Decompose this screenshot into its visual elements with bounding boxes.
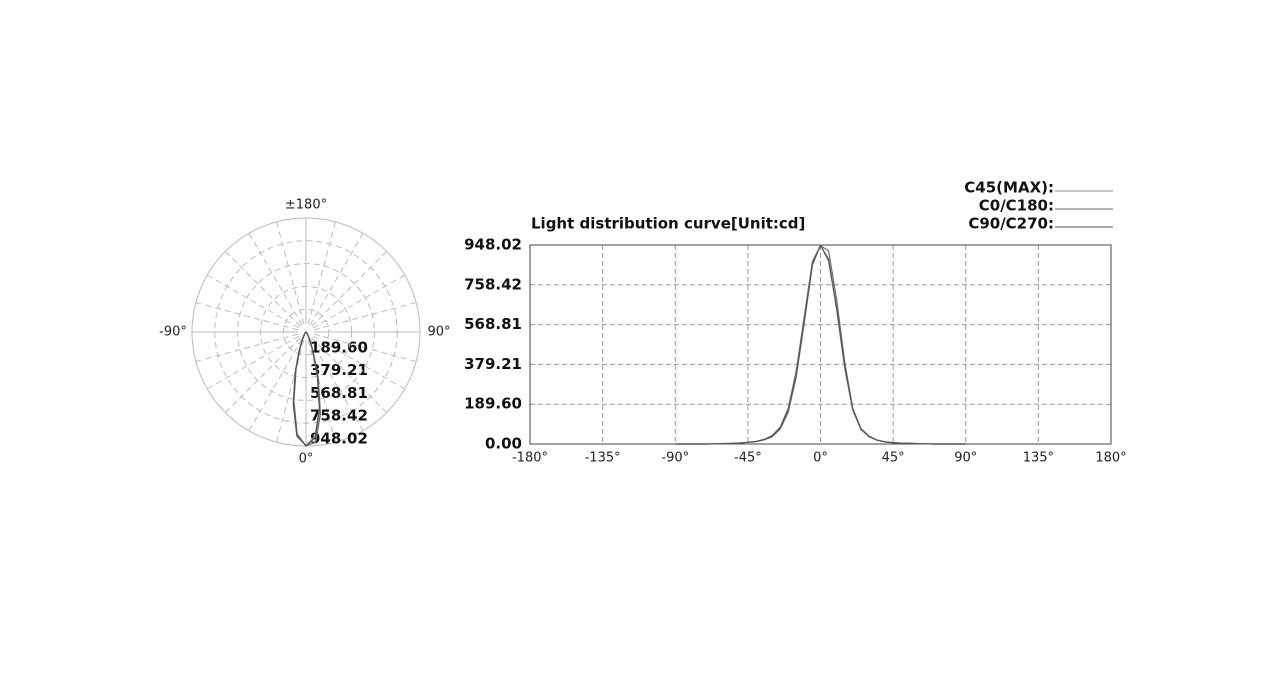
angle-tick-label: 90°: [427, 325, 450, 340]
polar-spoke: [195, 302, 299, 331]
y-tick-label: 0.00: [485, 435, 522, 453]
x-tick-label: 90°: [954, 451, 977, 466]
x-tick-label: -45°: [734, 451, 762, 466]
polar-ring: [214, 240, 398, 424]
polar-spoke: [309, 338, 364, 431]
polar-spoke: [311, 251, 387, 327]
r-tick-label: 758.42: [310, 407, 368, 425]
x-tick-label: -135°: [585, 451, 621, 466]
x-tick-label: 180°: [1095, 451, 1126, 466]
polar-spoke: [207, 335, 300, 390]
r-tick-label: 568.81: [310, 384, 368, 402]
line-series: [675, 244, 966, 445]
legend-label: C90/C270:: [968, 215, 1054, 233]
polar-spoke: [307, 221, 336, 325]
polar-spoke: [276, 221, 305, 325]
polar-spoke: [313, 333, 417, 362]
polar-spoke: [207, 274, 300, 329]
polar-spoke: [307, 339, 336, 443]
y-tick-label: 189.60: [464, 395, 522, 413]
polar-ring: [282, 308, 330, 356]
x-tick-label: 135°: [1023, 451, 1054, 466]
angle-tick-label: -90°: [159, 325, 187, 340]
r-tick-label: 379.21: [310, 361, 368, 379]
chart-title: Light distribution curve[Unit:cd]: [531, 215, 805, 233]
polar-spoke: [311, 337, 387, 413]
polar-spoke: [225, 337, 301, 413]
y-tick-label: 568.81: [464, 315, 522, 333]
polar-ring: [259, 285, 353, 379]
polar-spoke: [276, 339, 305, 443]
r-tick-label: 948.02: [310, 430, 368, 448]
polar-spoke: [248, 338, 303, 431]
x-tick-label: 0°: [813, 451, 828, 466]
polar-curve: [293, 331, 321, 447]
polar-spoke: [313, 302, 417, 331]
polar-spoke: [312, 335, 405, 390]
r-tick-label: 189.60: [310, 338, 368, 356]
polar-spoke: [248, 233, 303, 326]
legend-label: C0/C180:: [979, 197, 1054, 215]
y-tick-label: 948.02: [464, 236, 522, 254]
y-tick-label: 379.21: [464, 355, 522, 373]
legend-label: C45(MAX):: [964, 179, 1054, 197]
polar-spoke: [309, 233, 364, 326]
angle-tick-label: 0°: [299, 452, 314, 467]
x-tick-label: -90°: [661, 451, 689, 466]
y-tick-label: 758.42: [464, 275, 522, 293]
polar-spoke: [312, 274, 405, 329]
polar-ring: [237, 263, 375, 401]
angle-tick-label: ±180°: [285, 198, 327, 213]
x-tick-label: 45°: [882, 451, 905, 466]
polar-spoke: [225, 251, 301, 327]
x-tick-label: -180°: [512, 451, 548, 466]
polar-spoke: [195, 333, 299, 362]
